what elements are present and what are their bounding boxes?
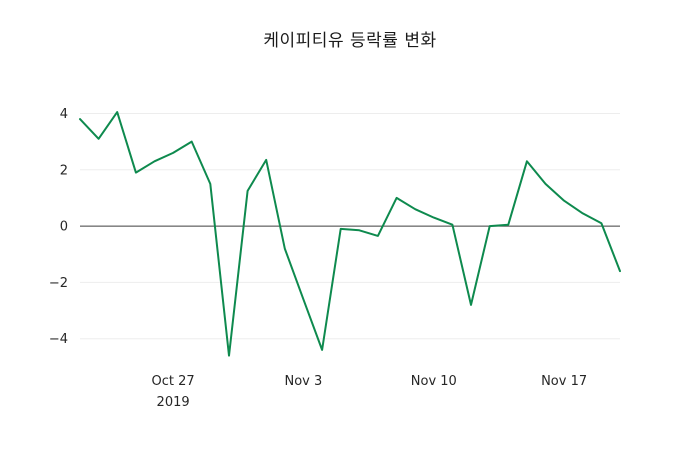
y-tick-label: −4 <box>49 332 68 347</box>
x-tick-label: Nov 3 <box>285 374 323 389</box>
y-tick-label: 0 <box>60 220 68 235</box>
y-tick-label: 4 <box>60 107 68 122</box>
price-change-line <box>79 111 621 357</box>
y-tick-label: −2 <box>49 276 68 291</box>
y-tick-label: 2 <box>60 163 68 178</box>
x-tick-label: Nov 17 <box>541 374 587 389</box>
x-tick-sublabel: 2019 <box>157 395 190 410</box>
x-tick-label: Nov 10 <box>411 374 457 389</box>
chart-title: 케이피티유 등락률 변화 <box>263 31 437 51</box>
x-tick-label: Oct 27 <box>152 374 195 389</box>
